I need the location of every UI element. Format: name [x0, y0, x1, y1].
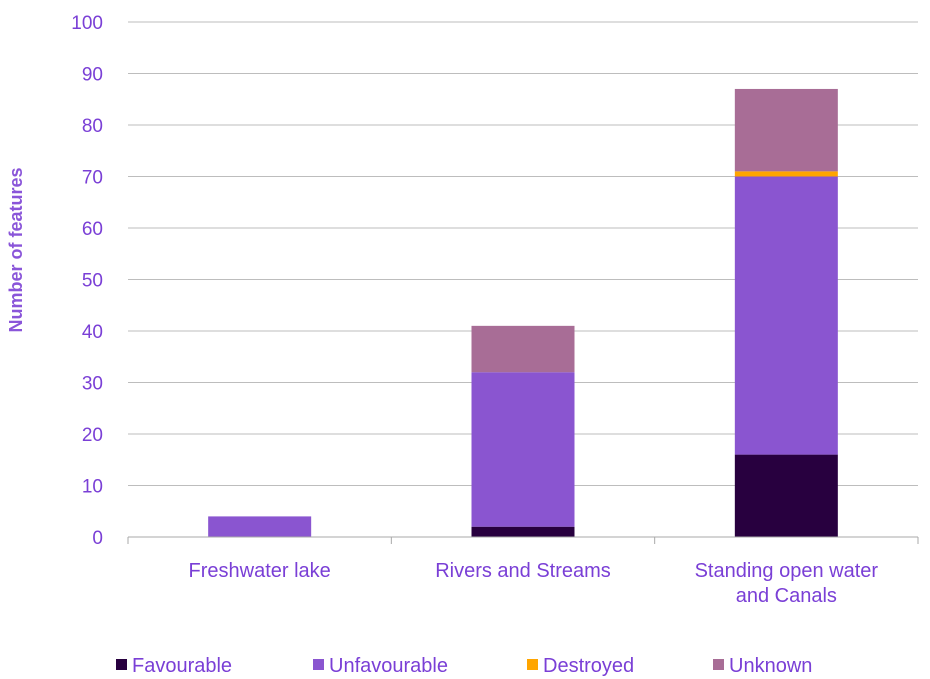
- x-category-label: Rivers and Streams: [435, 560, 611, 582]
- bar-segment-favourable: [471, 526, 575, 537]
- legend-swatch: [116, 659, 127, 670]
- y-tick-label: 60: [82, 219, 103, 240]
- bar-segment-unfavourable: [471, 372, 575, 527]
- legend-label: Favourable: [132, 655, 232, 677]
- y-axis-title: Number of features: [6, 167, 26, 332]
- x-category-label-line: Freshwater lake: [189, 560, 331, 582]
- bar-segment-favourable: [734, 454, 838, 537]
- bars: [208, 88, 838, 537]
- legend-swatch: [713, 659, 724, 670]
- x-category-label-line: Standing open water: [695, 560, 879, 582]
- gridlines: [128, 21, 918, 486]
- legend-item-destroyed: Destroyed: [527, 655, 634, 677]
- legend-label: Unknown: [729, 655, 812, 677]
- x-category-label: Freshwater lake: [189, 560, 331, 582]
- bar-segment-destroyed: [734, 171, 838, 177]
- bar-segment-unfavourable: [208, 516, 312, 537]
- x-category-label: Standing open water and Canals: [695, 560, 879, 607]
- legend-item-unfavourable: Unfavourable: [313, 655, 448, 677]
- y-axis-tick-labels: 0 10 20 30 40 50 60 70 80 90 100: [71, 13, 103, 549]
- bar-segment-unknown: [471, 325, 575, 373]
- legend-item-unknown: Unknown: [713, 655, 812, 677]
- y-tick-label: 80: [82, 116, 103, 137]
- y-tick-label: 50: [82, 271, 103, 292]
- y-tick-label: 70: [82, 168, 103, 189]
- x-category-label-line: and Canals: [736, 585, 837, 607]
- y-tick-label: 20: [82, 425, 103, 446]
- legend-label: Destroyed: [543, 655, 634, 677]
- x-category-label-line: Rivers and Streams: [435, 560, 611, 582]
- y-tick-label: 30: [82, 374, 103, 395]
- legend-label: Unfavourable: [329, 655, 448, 677]
- bar-segment-unknown: [734, 88, 838, 172]
- y-tick-label: 0: [92, 528, 103, 549]
- x-axis: [127, 536, 919, 544]
- legend-swatch: [313, 659, 324, 670]
- bar-segment-unfavourable: [734, 176, 838, 455]
- x-axis-category-labels: Freshwater lake Rivers and Streams Standin…: [189, 560, 879, 607]
- legend-swatch: [527, 659, 538, 670]
- y-tick-label: 40: [82, 322, 103, 343]
- y-tick-label: 100: [71, 13, 103, 34]
- legend: Favourable Unfavourable Destroyed Unknown: [116, 655, 812, 677]
- y-tick-label: 10: [82, 477, 103, 498]
- legend-item-favourable: Favourable: [116, 655, 232, 677]
- y-tick-label: 90: [82, 65, 103, 86]
